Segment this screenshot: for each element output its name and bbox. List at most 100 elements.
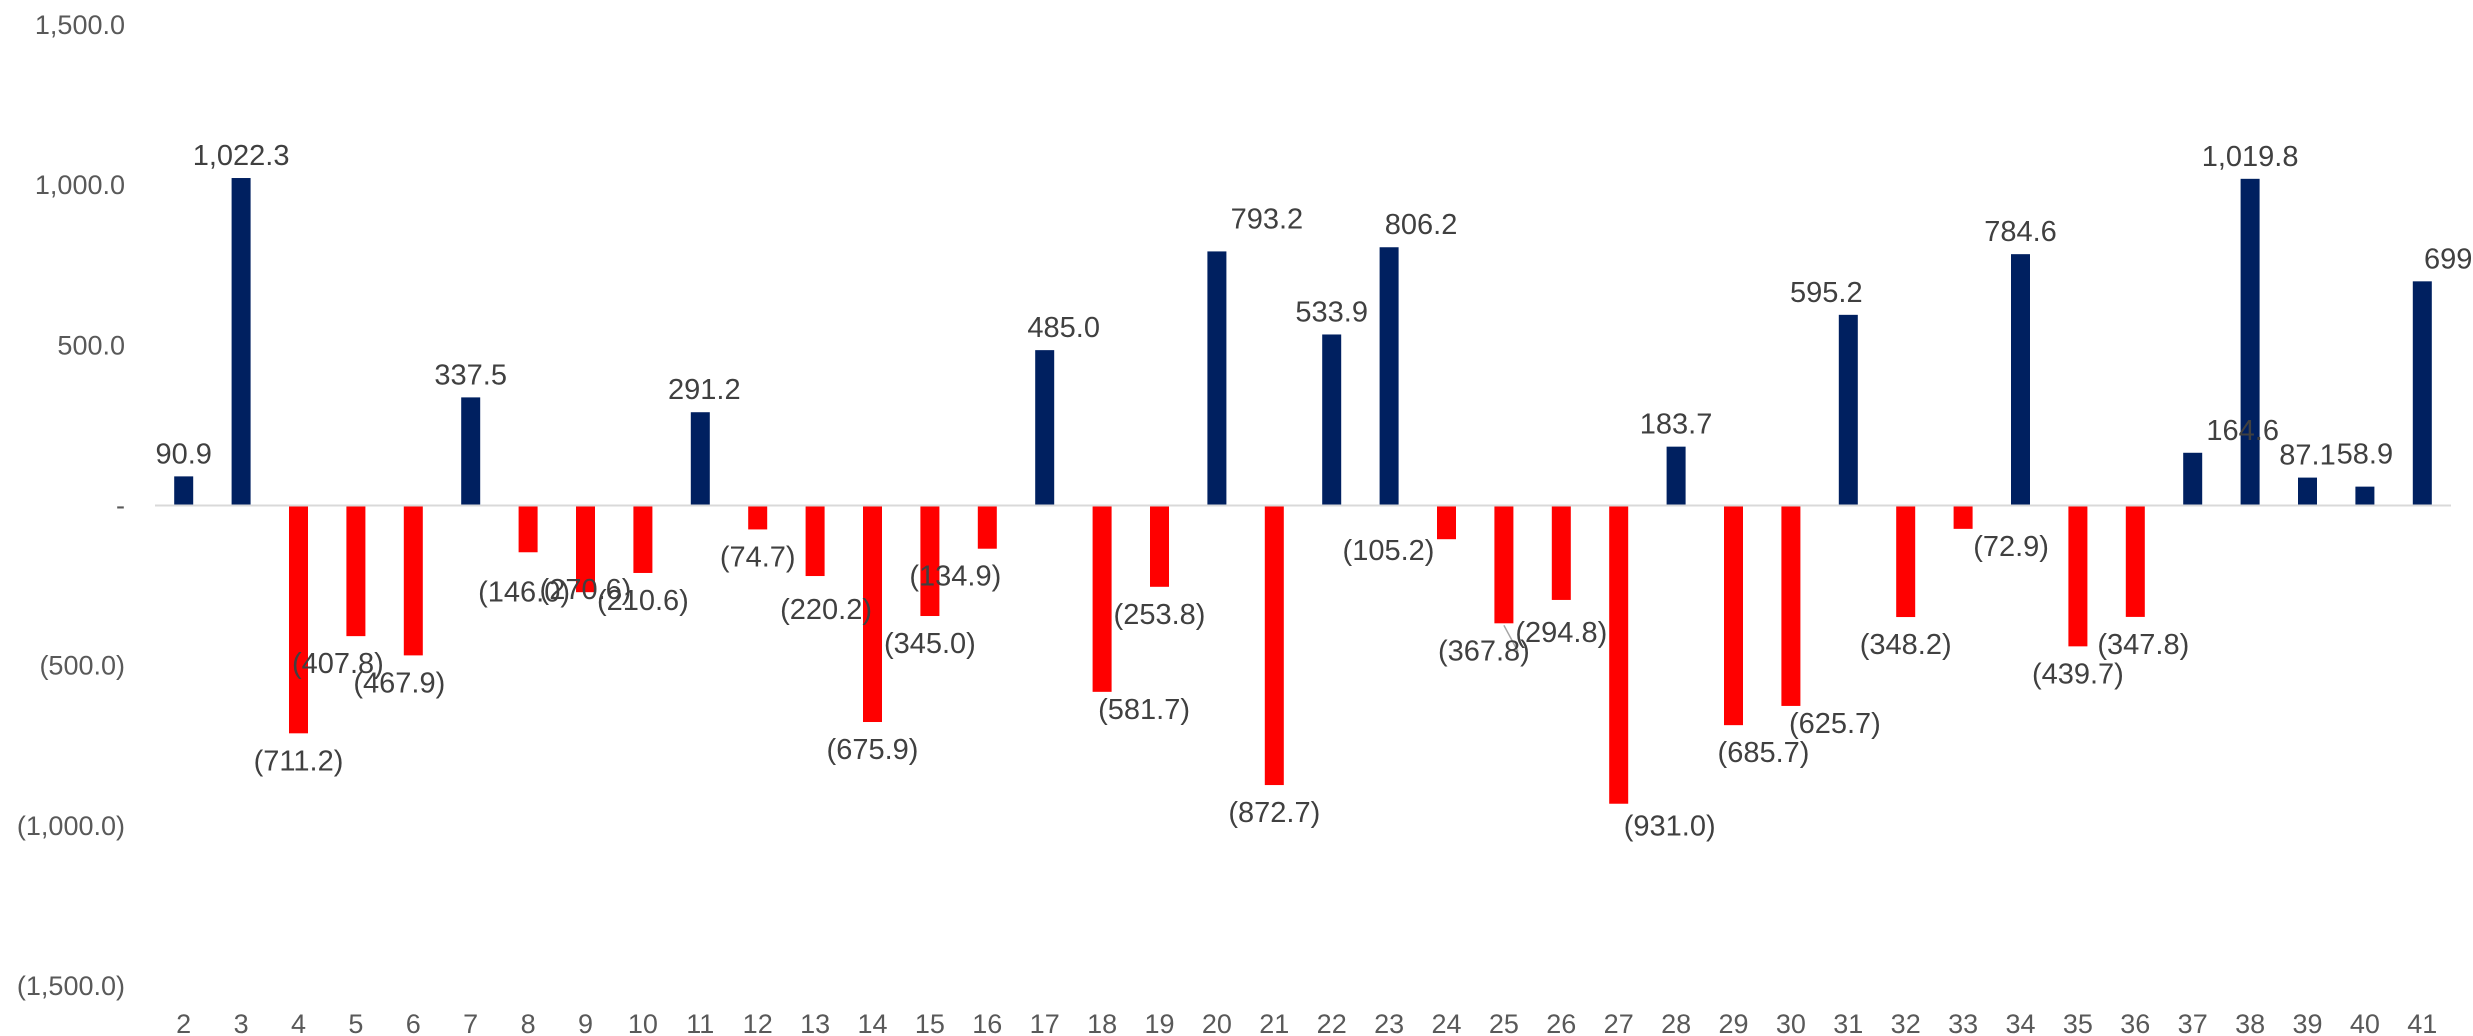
bar-38 <box>2240 178 2260 506</box>
x-tick-label: 16 <box>972 1009 1002 1036</box>
bar-18 <box>1092 505 1112 692</box>
y-tick-label: (500.0) <box>39 651 125 681</box>
bar-34 <box>2011 254 2030 506</box>
data-label-15: (345.0) <box>884 628 976 660</box>
data-label-24: (105.2) <box>1343 535 1435 567</box>
data-label-34: 784.6 <box>1984 216 2057 248</box>
x-tick-label: 23 <box>1374 1009 1404 1036</box>
bar-21 <box>1264 505 1284 786</box>
data-label-19: (253.8) <box>1114 599 1206 631</box>
bar-20 <box>1207 251 1227 506</box>
bar-14 <box>863 505 882 723</box>
bar-40 <box>2355 486 2375 506</box>
data-label-39: 87.1 <box>2279 440 2335 472</box>
x-tick-label: 2 <box>176 1009 191 1036</box>
x-tick-label: 39 <box>2292 1009 2322 1036</box>
bar-32 <box>1896 505 1916 618</box>
data-label-38: 1,019.8 <box>2202 141 2299 173</box>
x-tick-label: 9 <box>578 1009 593 1036</box>
bar-8 <box>518 505 538 553</box>
data-label-21: (872.7) <box>1228 797 1320 829</box>
x-tick-label: 21 <box>1259 1009 1289 1036</box>
x-tick-label: 12 <box>743 1009 773 1036</box>
leader-line-25 <box>1503 624 1519 652</box>
bars <box>174 178 2432 804</box>
bar-13 <box>805 505 825 577</box>
x-tick-label: 36 <box>2120 1009 2150 1036</box>
data-label-25: (367.8) <box>1438 635 1530 667</box>
x-tick-label: 32 <box>1891 1009 1921 1036</box>
data-label-26: (294.8) <box>1515 617 1607 649</box>
data-label-37: 164.6 <box>2206 415 2279 447</box>
bar-24 <box>1437 505 1456 540</box>
y-tick-label: 1,000.0 <box>35 170 125 200</box>
x-tick-label: 24 <box>1431 1009 1461 1036</box>
data-label-22: 533.9 <box>1295 296 1368 328</box>
data-label-10: (210.6) <box>597 585 689 617</box>
y-tick-label: 1,500.0 <box>35 10 125 40</box>
x-tick-label: 7 <box>463 1009 478 1036</box>
data-label-2: 90.9 <box>155 438 211 470</box>
data-label-16: (134.9) <box>909 561 1001 593</box>
bar-35 <box>2068 505 2088 647</box>
x-tick-label: 8 <box>521 1009 536 1036</box>
data-label-17: 485.0 <box>1027 312 1100 344</box>
x-tick-label: 6 <box>406 1009 421 1036</box>
data-label-3: 1,022.3 <box>193 140 290 172</box>
x-tick-label: 41 <box>2407 1009 2437 1036</box>
bar-23 <box>1379 247 1399 506</box>
data-label-12: (74.7) <box>720 541 796 573</box>
bar-12 <box>748 505 768 530</box>
x-tick-label: 31 <box>1833 1009 1863 1036</box>
x-tick-label: 34 <box>2005 1009 2035 1036</box>
data-label-5: (407.8) <box>292 648 384 680</box>
x-tick-label: 20 <box>1202 1009 1232 1036</box>
data-label-35: (439.7) <box>2032 658 2124 690</box>
data-label-9: (270.6) <box>540 574 632 606</box>
bar-41 <box>2412 281 2432 506</box>
y-tick-label: (1,500.0) <box>17 971 125 1001</box>
bar-26 <box>1551 505 1571 600</box>
bar-31 <box>1838 314 1858 506</box>
x-tick-label: 4 <box>291 1009 306 1036</box>
bar-2 <box>174 476 194 506</box>
bar-6 <box>403 505 423 656</box>
x-tick-label: 15 <box>915 1009 945 1036</box>
leader-lines <box>1503 624 1519 652</box>
data-label-36: (347.8) <box>2097 629 2189 661</box>
data-label-23: 806.2 <box>1385 209 1458 241</box>
x-tick-label: 17 <box>1030 1009 1060 1036</box>
data-label-14: (675.9) <box>827 734 919 766</box>
bar-29 <box>1724 505 1743 726</box>
bar-30 <box>1781 505 1801 706</box>
data-label-6: (467.9) <box>353 667 445 699</box>
bar-37 <box>2183 452 2203 506</box>
data-label-11: 291.2 <box>668 374 741 406</box>
x-tick-label: 26 <box>1546 1009 1576 1036</box>
x-tick-label: 28 <box>1661 1009 1691 1036</box>
data-label-30: (625.7) <box>1789 708 1881 740</box>
data-label-40: 58.9 <box>2337 439 2393 471</box>
x-tick-label: 5 <box>348 1009 363 1036</box>
x-tick-label: 38 <box>2235 1009 2265 1036</box>
data-label-32: (348.2) <box>1860 629 1952 661</box>
data-label-7: 337.5 <box>434 359 507 391</box>
x-tick-label: 13 <box>800 1009 830 1036</box>
bar-9 <box>576 505 595 593</box>
y-tick-label: - <box>116 491 125 521</box>
data-label-33: (72.9) <box>1973 531 2049 563</box>
x-tick-label: 22 <box>1317 1009 1347 1036</box>
x-tick-label: 40 <box>2350 1009 2380 1036</box>
x-tick-label: 30 <box>1776 1009 1806 1036</box>
data-label-28: 183.7 <box>1640 409 1713 441</box>
y-axis-ticks: 1,500.0 1,000.0 500.0 - (500.0) (1,000.0) (1,5… <box>17 10 125 1001</box>
bar-4 <box>289 505 308 734</box>
x-tick-label: 18 <box>1087 1009 1117 1036</box>
y-tick-label: (1,000.0) <box>17 811 125 841</box>
x-tick-label: 14 <box>857 1009 887 1036</box>
y-tick-label: 500.0 <box>57 330 125 360</box>
x-tick-label: 11 <box>686 1009 714 1036</box>
data-label-27: (931.0) <box>1624 811 1716 843</box>
x-tick-label: 27 <box>1604 1009 1634 1036</box>
